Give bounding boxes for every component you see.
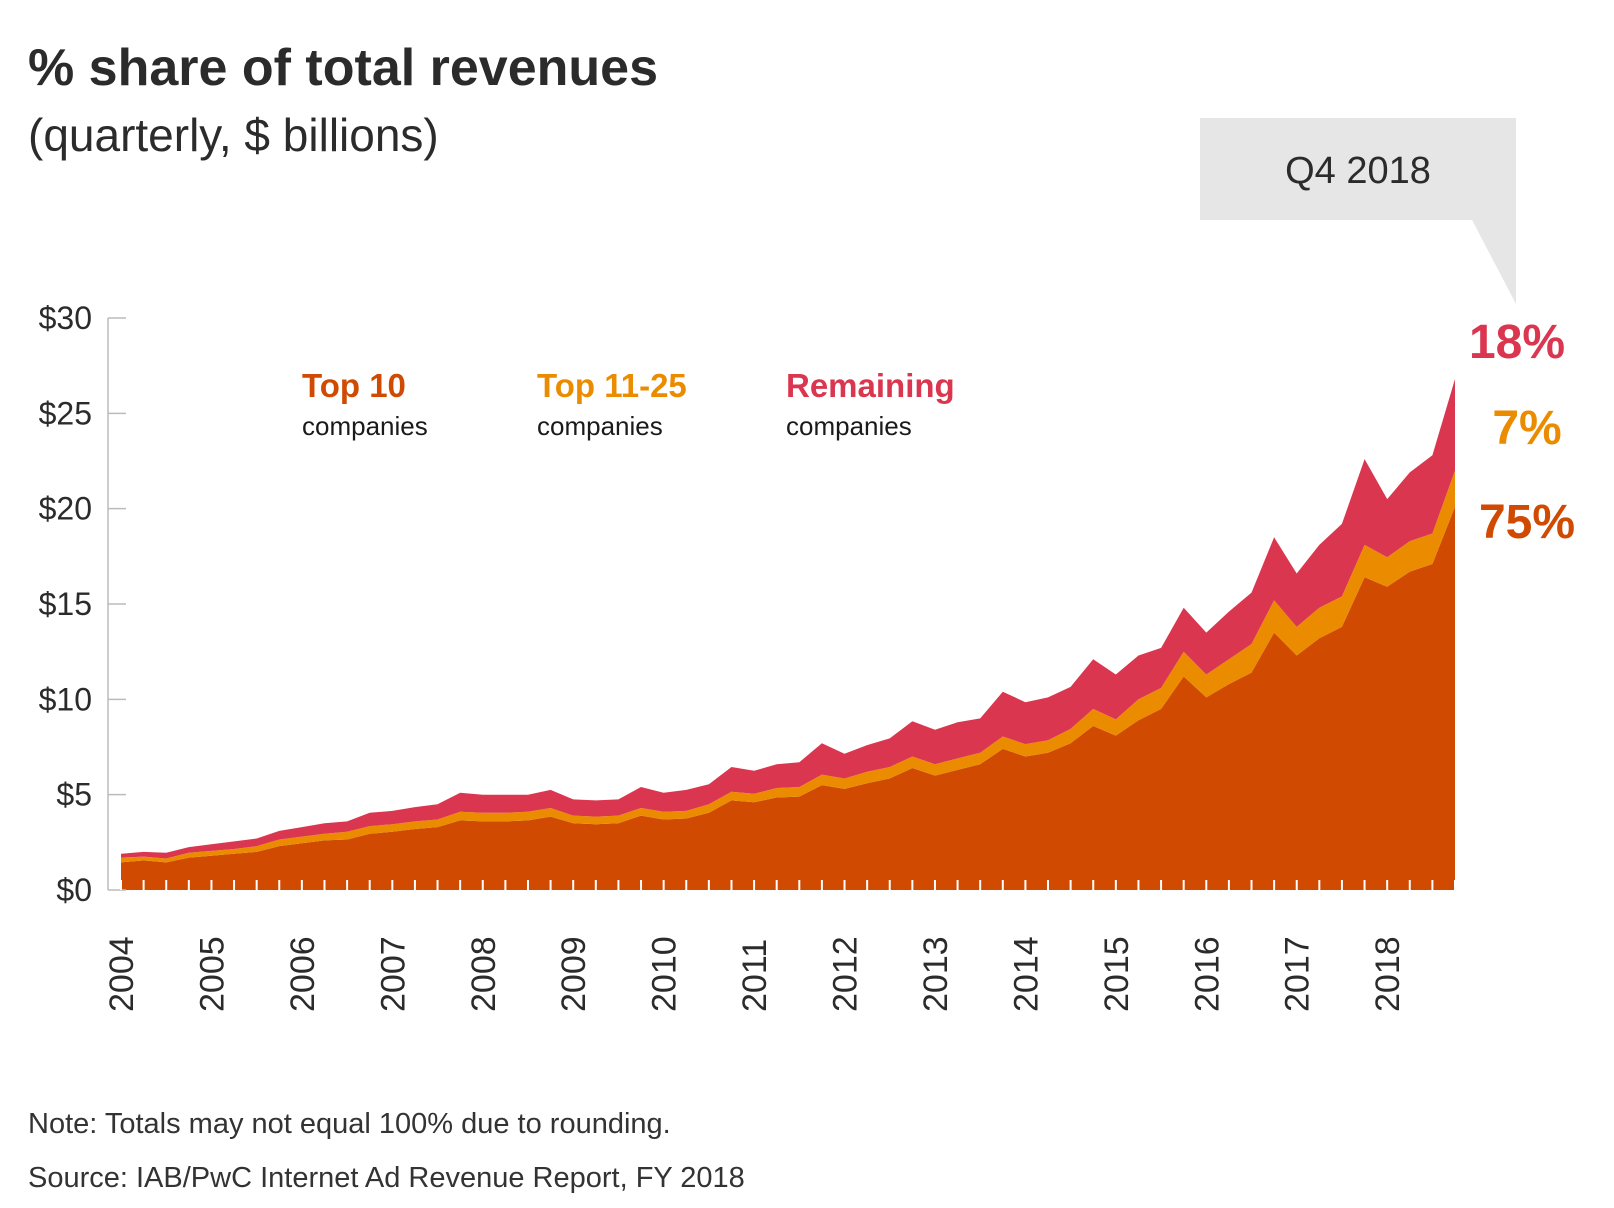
y-tick-label: $20 [39,491,92,527]
legend-label-remaining: Remaining [786,367,955,404]
legend-sublabel: companies [302,411,428,441]
x-tick-label: 2013 [917,936,955,1012]
footnote: Note: Totals may not equal 100% due to r… [28,1108,671,1140]
area-series-top-11-25 [121,470,1455,863]
q4-2018-callout: Q4 2018 [1200,118,1516,220]
x-tick-label: 2018 [1369,936,1407,1012]
legend-sublabel: companies [786,411,912,441]
x-tick-label: 2007 [374,936,412,1012]
area-series-remaining [121,379,1455,859]
x-tick-label: 2010 [646,936,684,1012]
legend-label-top-11-25: Top 11-25 [537,367,687,404]
x-tick-label: 2017 [1279,936,1317,1012]
end-share-label-remaining: 18% [1469,316,1565,369]
y-tick-label: $0 [56,872,92,908]
x-tick-label: 2004 [103,936,141,1012]
x-tick-label: 2006 [284,936,322,1012]
x-tick-label: 2012 [827,936,865,1012]
source-line: Source: IAB/PwC Internet Ad Revenue Repo… [28,1162,745,1194]
y-tick-label: $10 [39,681,92,717]
callout-pointer [1470,216,1516,304]
x-tick-label: 2009 [555,936,593,1012]
area-series-top-10 [121,506,1455,890]
callout-label: Q4 2018 [1285,150,1431,192]
end-share-label-top-11-25: 7% [1492,402,1561,455]
x-tick-label: 2016 [1188,936,1226,1012]
x-tick-label: 2005 [193,936,231,1012]
y-tick-label: $25 [39,395,92,431]
x-tick-label: 2014 [1007,936,1045,1012]
x-tick-label: 2011 [736,939,774,1012]
chart-title: % share of total revenues [28,39,658,97]
y-tick-label: $30 [39,300,92,336]
y-tick-label: $5 [56,777,92,813]
legend-label-top-10: Top 10 [302,367,406,404]
end-share-label-top-10: 75% [1479,496,1575,549]
x-tick-label: 2008 [465,936,503,1012]
x-tick-label: 2015 [1098,936,1136,1012]
y-tick-label: $15 [39,586,92,622]
chart-subtitle: (quarterly, $ billions) [28,109,439,161]
legend-sublabel: companies [537,411,663,441]
